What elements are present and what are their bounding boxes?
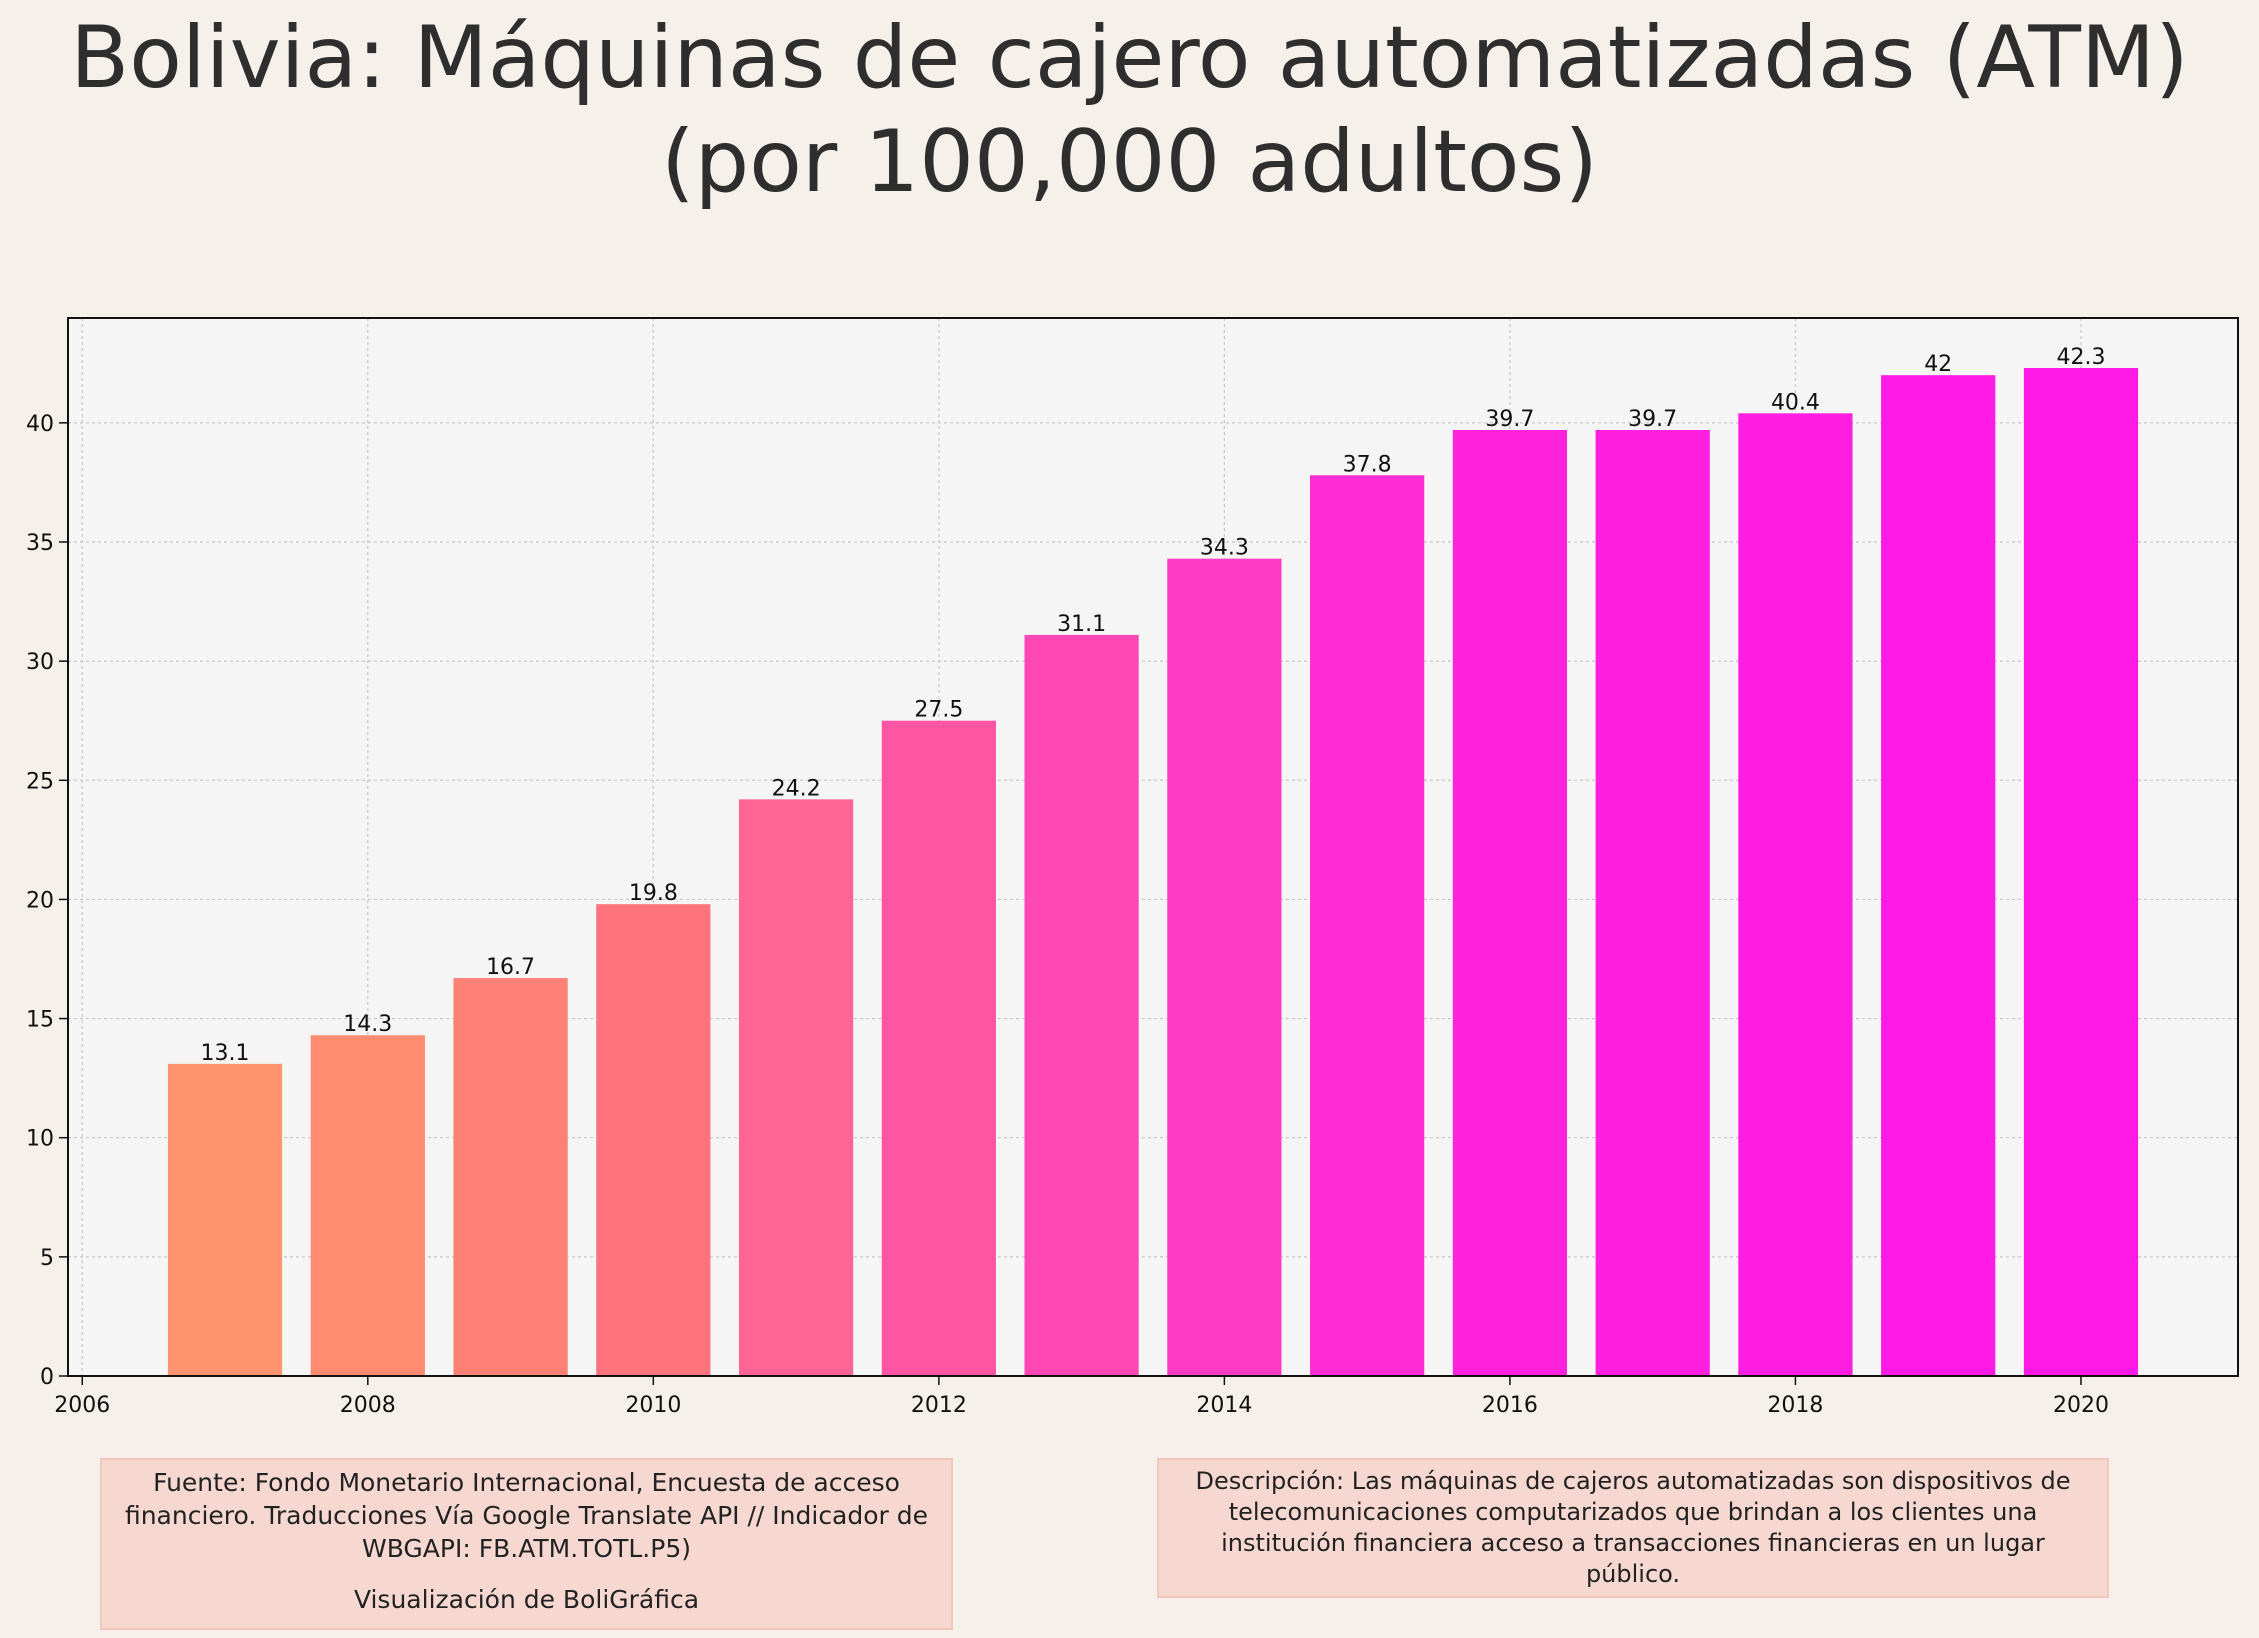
- bar-value-label: 39.7: [1485, 407, 1534, 432]
- y-tick-label: 25: [26, 769, 54, 794]
- y-tick-label: 40: [26, 412, 54, 437]
- bar-value-label: 37.8: [1343, 452, 1392, 477]
- x-tick-label: 2006: [54, 1393, 110, 1418]
- x-tick-label: 2012: [911, 1393, 967, 1418]
- x-tick-label: 2016: [1482, 1393, 1538, 1418]
- bar: [1881, 375, 1996, 1376]
- bar-value-label: 39.7: [1628, 407, 1677, 432]
- bar: [453, 978, 568, 1376]
- bar: [596, 904, 711, 1376]
- x-tick-label: 2010: [625, 1393, 681, 1418]
- bar: [881, 720, 996, 1376]
- bar: [167, 1063, 283, 1376]
- bar-value-label: 14.3: [343, 1012, 392, 1037]
- y-tick-label: 20: [26, 888, 54, 913]
- bar-value-label: 27.5: [914, 698, 963, 723]
- chart-title: Bolivia: Máquinas de cajero automatizada…: [70, 8, 2189, 212]
- bar-chart: 13.1 14.3 16.7 19.8 24.2 27.5 31.1 34.3 37.8 39.7…: [26, 317, 2239, 1418]
- bar: [1167, 558, 1282, 1376]
- y-tick-label: 10: [26, 1127, 54, 1152]
- bar: [1310, 475, 1425, 1376]
- x-tick-label: 2018: [1767, 1393, 1823, 1418]
- source-text: Fuente: Fondo Monetario Internacional, E…: [124, 1468, 929, 1563]
- description-text: Descripción: Las máquinas de cajeros aut…: [1195, 1467, 2071, 1588]
- y-tick-label: 5: [40, 1246, 54, 1271]
- x-axis: 2006 2008 2010 2012 2014 2016 2018 2020: [54, 1376, 2109, 1418]
- bar-value-label: 31.1: [1057, 612, 1106, 637]
- bar-value-label: 16.7: [486, 955, 535, 980]
- bar-value-label: 42.3: [2056, 345, 2105, 370]
- bar-value-label: 42: [1924, 352, 1952, 377]
- y-tick-label: 35: [26, 531, 54, 556]
- y-tick-label: 30: [26, 650, 54, 675]
- y-tick-label: 0: [40, 1365, 54, 1390]
- plot-frame: [67, 317, 2239, 1377]
- x-tick-label: 2008: [340, 1393, 396, 1418]
- credit-text: Visualización de BoliGráfica: [353, 1585, 700, 1614]
- bar: [1595, 429, 1710, 1376]
- bars-group: [167, 368, 2139, 1376]
- bar-value-label: 24.2: [772, 776, 821, 801]
- bar-value-label: 40.4: [1771, 390, 1820, 415]
- x-tick-label: 2020: [2053, 1393, 2109, 1418]
- bar: [738, 799, 854, 1376]
- bar: [310, 1035, 425, 1376]
- x-tick-label: 2014: [1196, 1393, 1252, 1418]
- bar: [2023, 368, 2139, 1376]
- bar-value-label: 19.8: [629, 881, 678, 906]
- y-tick-label: 15: [26, 1008, 54, 1033]
- bar: [1738, 413, 1853, 1376]
- plot-background: [68, 318, 2238, 1376]
- source-note: Fuente: Fondo Monetario Internacional, E…: [100, 1458, 953, 1630]
- value-labels-group: 13.1 14.3 16.7 19.8 24.2 27.5 31.1 34.3 37.8 39.7…: [201, 345, 2106, 1066]
- bar: [1452, 429, 1568, 1376]
- bar: [1024, 634, 1139, 1376]
- y-axis: 0 5 10 15 20 25 30 35 40: [26, 412, 68, 1390]
- bar-value-label: 34.3: [1200, 536, 1249, 561]
- description-note: Descripción: Las máquinas de cajeros aut…: [1157, 1458, 2109, 1598]
- bar-value-label: 13.1: [201, 1041, 250, 1066]
